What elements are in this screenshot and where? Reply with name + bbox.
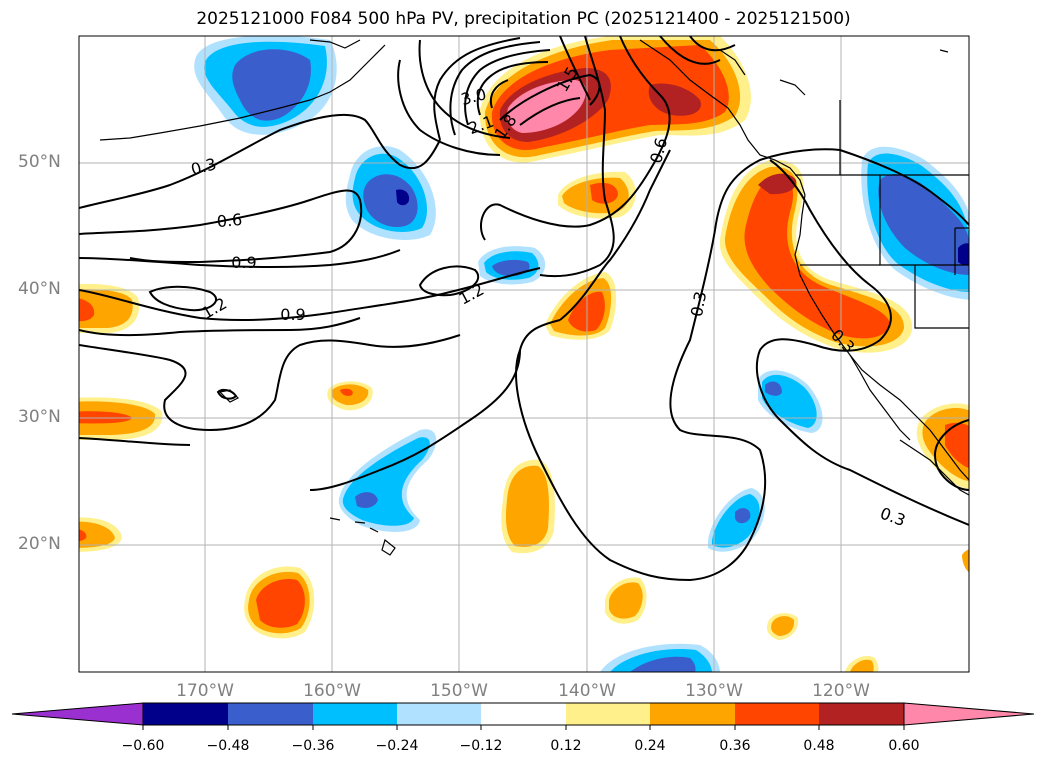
- contour-label: 0.6: [216, 210, 243, 231]
- colorbar-segment: [313, 703, 397, 725]
- pc-shading: [79, 36, 969, 672]
- lat-label-40n: 40°N: [18, 279, 61, 299]
- colorbar-segment: [650, 703, 735, 725]
- lon-label-160w: 160°W: [303, 681, 361, 701]
- lon-label-140w: 140°W: [558, 681, 616, 701]
- colorbar-tick-label: 0.48: [803, 738, 835, 754]
- contour-label: 0.9: [231, 253, 256, 272]
- lon-label-130w: 130°W: [685, 681, 743, 701]
- colorbar-tick-label: 0.24: [634, 738, 666, 754]
- colorbar-tick-label: −0.24: [375, 738, 419, 754]
- colorbar-segment: [397, 703, 481, 725]
- lon-label-120w: 120°W: [812, 681, 870, 701]
- contour-label: 0.9: [280, 305, 305, 324]
- colorbar-tick-label: −0.36: [291, 738, 335, 754]
- gridlines: [79, 36, 969, 672]
- colorbar: [11, 702, 1035, 730]
- colorbar-tick-label: −0.60: [121, 738, 165, 754]
- map-frame: [78, 35, 970, 673]
- colorbar-tick-label: 0.36: [719, 738, 751, 754]
- colorbar-extend-low: [11, 702, 144, 726]
- pv-contours: [79, 36, 969, 582]
- contour-label: 0.3: [687, 290, 710, 318]
- colorbar-tick-label: −0.12: [459, 738, 503, 754]
- colorbar-segment: [481, 703, 566, 725]
- colorbar-tick-label: −0.48: [206, 738, 250, 754]
- colorbar-segment: [143, 703, 228, 725]
- chart-title: 2025121000 F084 500 hPa PV, precipitatio…: [196, 9, 851, 29]
- lon-label-150w: 150°W: [430, 681, 488, 701]
- colorbar-segment: [735, 703, 819, 725]
- colorbar-segment: [228, 703, 313, 725]
- colorbar-extend-high: [903, 702, 1035, 726]
- lat-label-50n: 50°N: [18, 152, 61, 172]
- colorbar-tick-label: 0.12: [550, 738, 582, 754]
- lon-label-170w: 170°W: [176, 681, 234, 701]
- lat-label-20n: 20°N: [18, 534, 61, 554]
- lat-label-30n: 30°N: [18, 407, 61, 427]
- colorbar-segment: [566, 703, 650, 725]
- colorbar-tick-label: 0.60: [888, 738, 920, 754]
- map-area: [79, 36, 969, 672]
- colorbar-segment: [819, 703, 904, 725]
